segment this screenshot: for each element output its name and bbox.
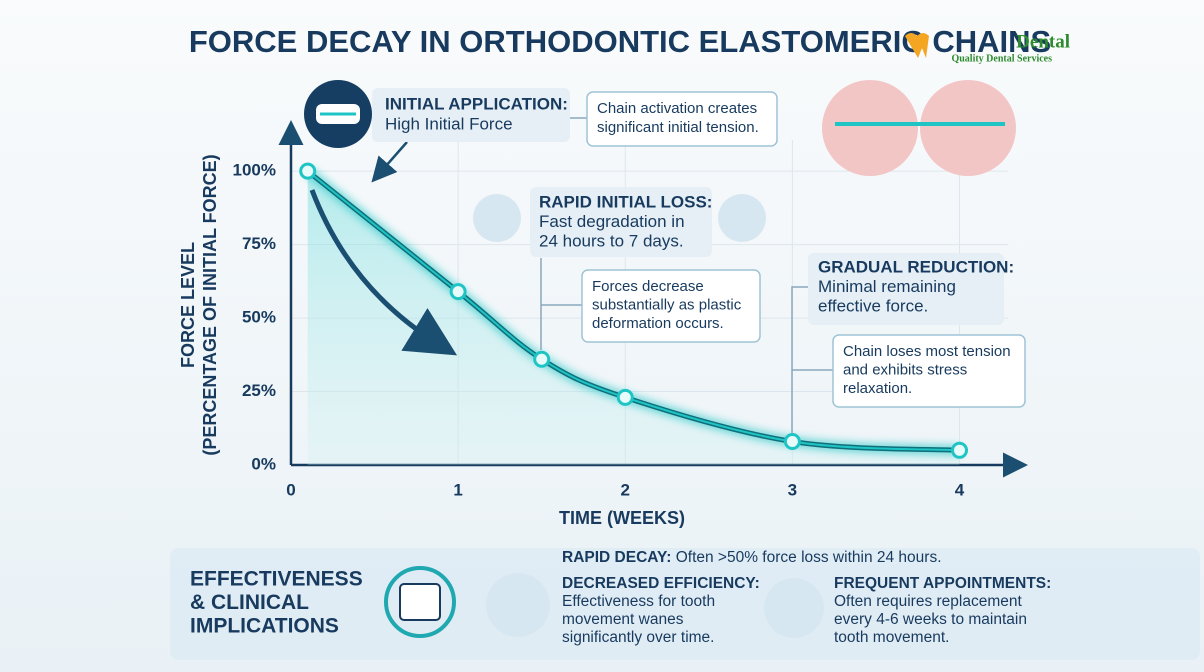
- implication-text: Effectiveness for tooth: [562, 593, 715, 610]
- implications-heading: & CLINICAL: [190, 591, 309, 614]
- annotation-text: Chain activation creates: [597, 100, 757, 117]
- implication-item: RAPID DECAY: Often >50% force loss withi…: [562, 549, 942, 566]
- cycle-icon: [384, 566, 456, 638]
- annotation-text: substantially as plastic: [592, 296, 742, 313]
- teeth-illustration: [920, 80, 1016, 176]
- annotation-title: INITIAL APPLICATION:: [385, 94, 568, 113]
- point: [449, 283, 467, 301]
- annotation-title: GRADUAL REDUCTION:: [818, 257, 1014, 276]
- y-tick-label: 0%: [251, 454, 276, 473]
- annotation-text: Fast degradation in: [539, 212, 685, 231]
- logo-tagline: Quality Dental Services: [951, 53, 1052, 64]
- y-tick-label: 100%: [233, 161, 276, 180]
- annotation-text: Forces decrease: [592, 278, 704, 295]
- annotation-text: and exhibits stress: [843, 361, 967, 378]
- implications-panel: [170, 548, 1200, 660]
- implications-heading: IMPLICATIONS: [190, 615, 339, 638]
- y-tick-label: 75%: [242, 234, 276, 253]
- x-tick-label: 4: [955, 480, 965, 499]
- annotation-text: relaxation.: [843, 380, 912, 397]
- y-axis-title: FORCE LEVEL: [178, 242, 198, 368]
- annotation-box: [808, 253, 1004, 325]
- trend-arrow: [309, 189, 458, 356]
- point: [783, 432, 801, 450]
- line-highlight: [307, 170, 960, 452]
- chart-title: FORCE DECAY IN ORTHODONTIC ELASTOMERIC C…: [189, 24, 1051, 59]
- x-axis-title: TIME (WEEKS): [559, 508, 685, 528]
- leader-line: [791, 286, 808, 433]
- annotation-text: High Initial Force: [385, 114, 513, 133]
- annotation-box: [530, 187, 712, 257]
- annotation-box: [586, 91, 778, 147]
- annotation-text: effective force.: [818, 296, 928, 315]
- annotation-text: deformation occurs.: [592, 315, 724, 332]
- annotation-box: [832, 334, 1026, 408]
- area: [307, 171, 960, 465]
- chain-icon: [718, 194, 766, 242]
- point: [951, 441, 969, 459]
- implication-text: Often >50% force loss within 24 hours.: [676, 549, 942, 566]
- x-tick-label: 2: [621, 480, 630, 499]
- x-tick-label: 0: [286, 480, 295, 499]
- implication-text: significantly over time.: [562, 629, 714, 646]
- implication-text: every 4-6 weeks to maintain: [834, 611, 1027, 628]
- decay-icon: [473, 194, 521, 242]
- logo-icon: [905, 33, 929, 58]
- tooth-icon-bg: [764, 578, 824, 638]
- teeth-illustration: [822, 80, 918, 176]
- calendar-icon-bg: [486, 573, 550, 637]
- point: [533, 350, 551, 368]
- implication-label: DECREASED EFFICIENCY:: [562, 575, 760, 592]
- x-tick-label: 3: [788, 480, 797, 499]
- logo-name: Dental: [1016, 31, 1070, 52]
- implication-label: FREQUENT APPOINTMENTS:: [834, 575, 1051, 592]
- implication-label: RAPID DECAY:: [562, 549, 671, 566]
- annotations: INITIAL APPLICATION:High Initial Force Ch…: [190, 88, 1051, 646]
- implication-text: tooth movement.: [834, 629, 949, 646]
- annotation-text: 24 hours to 7 days.: [539, 231, 684, 250]
- annotation-text: Minimal remaining: [818, 277, 956, 296]
- annotation-box: [372, 88, 570, 142]
- annotation-title: RAPID INITIAL LOSS:: [539, 192, 712, 211]
- implication-text: Often requires replacement: [834, 593, 1023, 610]
- implication-text: movement wanes: [562, 611, 684, 628]
- annotation-text: Chain loses most tension: [843, 343, 1011, 360]
- annotation-text: significant initial tension.: [597, 119, 759, 136]
- calendar-icon: [399, 583, 441, 621]
- point: [616, 388, 634, 406]
- pointer-arrow: [371, 141, 408, 183]
- point: [299, 162, 317, 180]
- annotation-box: [581, 269, 761, 343]
- y-tick-label: 50%: [242, 308, 276, 327]
- logo: Dental Quality Dental Services: [905, 31, 1070, 64]
- y-tick-label: 25%: [242, 381, 276, 400]
- y-axis-title: (PERCENTAGE OF INITIAL FORCE): [200, 154, 220, 455]
- x-tick-label: 1: [453, 480, 462, 499]
- implications-heading: EFFECTIVENESS: [190, 568, 363, 591]
